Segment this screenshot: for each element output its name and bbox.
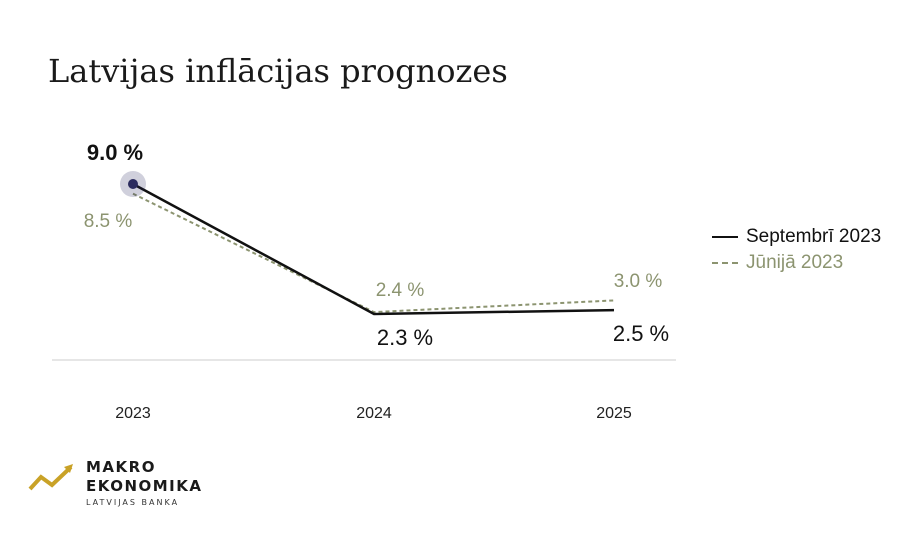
- data-point-2023-september: [128, 179, 138, 189]
- legend-swatch-september: [712, 236, 738, 238]
- data-label-2025-september: 2.5 %: [613, 321, 669, 346]
- data-label-2023-june: 8.5 %: [84, 211, 133, 232]
- legend-label-september: Septembrī 2023: [746, 226, 882, 247]
- data-label-2023-september: 9.0 %: [87, 140, 143, 165]
- legend-label-june: Jūnijā 2023: [746, 252, 844, 273]
- data-label-2025-june: 3.0 %: [614, 271, 663, 292]
- series-line-september: [132, 182, 615, 316]
- data-label-2024-september: 2.3 %: [377, 325, 433, 350]
- x-tick-2023: 2023: [115, 405, 151, 422]
- legend-item-september: Septembrī 2023: [712, 224, 881, 250]
- trend-arrow-icon: [28, 464, 73, 491]
- data-label-2024-june: 2.4 %: [376, 280, 425, 301]
- logo-subtitle: LATVIJAS BANKA: [86, 498, 180, 507]
- logo-line-makro: MAKRO: [86, 458, 156, 476]
- makroekonomika-logo: MAKRO EKONOMIKA LATVIJAS BANKA: [28, 458, 203, 507]
- legend: Septembrī 2023 Jūnijā 2023: [712, 224, 881, 276]
- x-tick-2024: 2024: [356, 405, 392, 422]
- logo-line-ekonomika: EKONOMIKA: [86, 477, 203, 495]
- legend-item-june: Jūnijā 2023: [712, 250, 881, 276]
- chart-title: Latvijas inflācijas prognozes: [48, 52, 508, 90]
- series-line-june: [132, 192, 615, 314]
- x-tick-2025: 2025: [596, 405, 632, 422]
- legend-swatch-june: [712, 262, 738, 264]
